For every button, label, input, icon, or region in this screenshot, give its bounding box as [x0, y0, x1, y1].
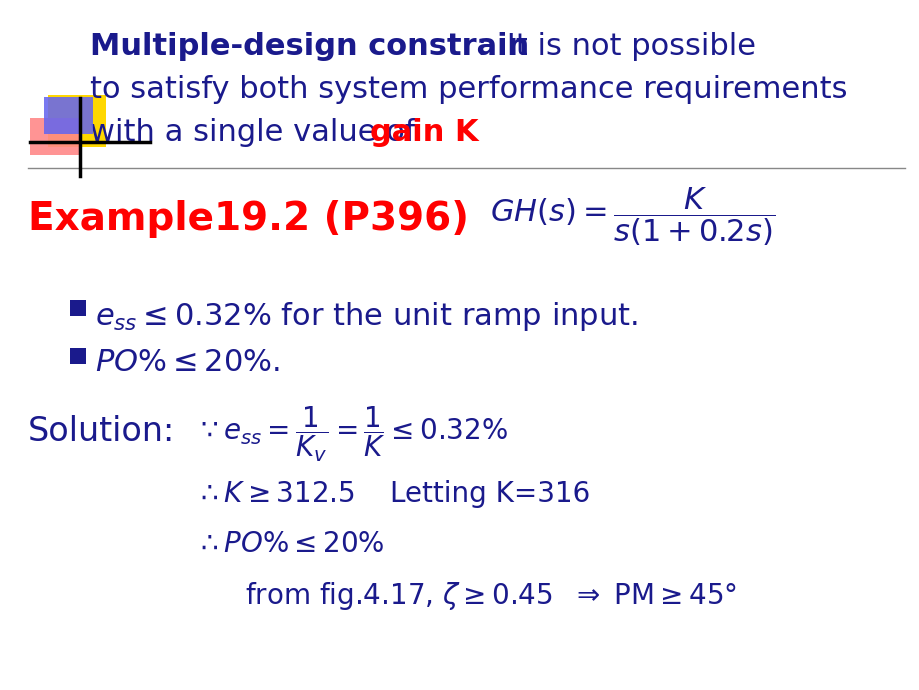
Text: Solution:: Solution: [28, 415, 175, 448]
Text: $\therefore K\geq 312.5$: $\therefore K\geq 312.5$ [195, 480, 355, 508]
Text: Example19.2 (P396): Example19.2 (P396) [28, 200, 469, 238]
Text: :  It is not possible: : It is not possible [476, 32, 755, 61]
Text: to satisfy both system performance requirements: to satisfy both system performance requi… [90, 75, 846, 104]
Bar [70, 348, 85, 364]
Text: Letting K=316: Letting K=316 [390, 480, 590, 508]
Text: $e_{ss}\leq 0.32\%$ for the unit ramp input.: $e_{ss}\leq 0.32\%$ for the unit ramp in… [95, 300, 637, 333]
Bar [44, 97, 93, 134]
Text: $\because e_{ss}=\dfrac{1}{K_v}=\dfrac{1}{K}\leq 0.32\%$: $\because e_{ss}=\dfrac{1}{K_v}=\dfrac{1… [195, 405, 507, 464]
Text: $PO\%\leq 20\%$.: $PO\%\leq 20\%$. [95, 348, 279, 377]
Text: $GH(s)=\dfrac{K}{s(1+0.2s)}$: $GH(s)=\dfrac{K}{s(1+0.2s)}$ [490, 185, 774, 248]
Text: from fig.4.17, $\zeta\geq 0.45$  $\Rightarrow$ PM$\geq$45°: from fig.4.17, $\zeta\geq 0.45$ $\Righta… [244, 580, 736, 612]
Text: Multiple-design constrain: Multiple-design constrain [90, 32, 528, 61]
Bar [70, 300, 85, 316]
Text: gain K: gain K [369, 118, 478, 147]
Text: $\therefore PO\%\leq 20\%$: $\therefore PO\%\leq 20\%$ [195, 530, 384, 558]
Text: with a single value of: with a single value of [90, 118, 425, 147]
Bar [30, 119, 79, 155]
Bar [48, 95, 106, 147]
